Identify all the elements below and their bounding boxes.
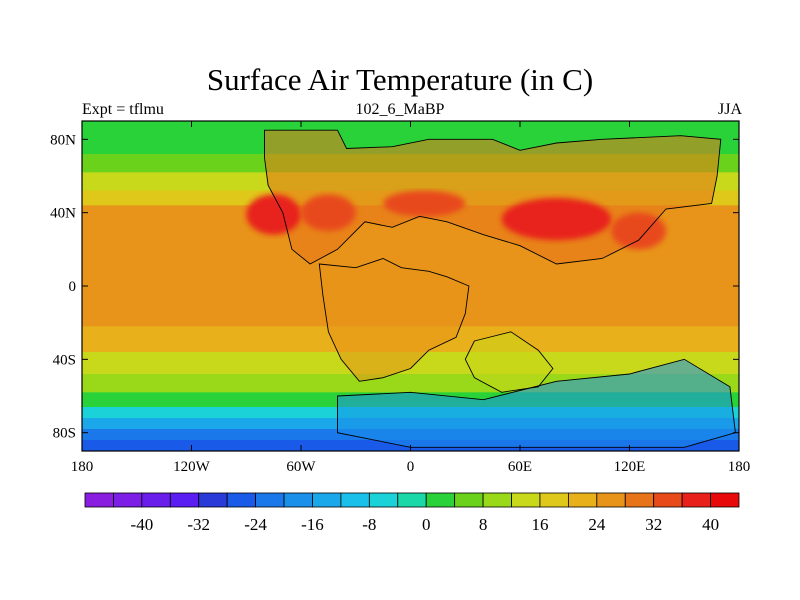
colorbar-swatch <box>283 492 313 508</box>
lat-tick-label: 0 <box>69 279 77 295</box>
colorbar-label: 40 <box>702 515 719 534</box>
lon-tick-label: 0 <box>407 459 415 475</box>
colorbar-swatch <box>312 492 342 508</box>
colorbar-swatch <box>368 492 399 508</box>
colorbar-swatch <box>113 492 143 508</box>
coastline-gondwana-east <box>464 331 554 393</box>
colorbar-swatch <box>340 492 370 508</box>
colorbar-swatch <box>198 492 228 508</box>
coastline-laurasia <box>264 129 722 265</box>
colorbar-swatch <box>141 492 171 508</box>
hot-spot-east-asia <box>611 212 666 250</box>
colorbar-swatch <box>710 492 740 508</box>
colorbar-label: 0 <box>422 515 431 534</box>
lat-tick-label: 40S <box>53 352 76 368</box>
hot-spot-north-america-west <box>246 194 301 235</box>
colorbar-swatch <box>539 492 569 508</box>
landmass-fill-antarctica <box>337 359 736 448</box>
colorbar-label: -16 <box>301 515 324 534</box>
colorbar-swatch <box>169 492 200 508</box>
colorbar-swatch <box>482 492 512 508</box>
temperature-field <box>82 121 739 451</box>
colorbar-label: -8 <box>362 515 376 534</box>
lon-tick-label: 120E <box>614 459 646 475</box>
lat-tick-label: 80N <box>50 132 76 148</box>
lon-tick-label: 60W <box>286 459 316 475</box>
map-title: Surface Air Temperature (in C) <box>206 62 594 97</box>
colorbar-label: 24 <box>588 515 606 534</box>
colorbar-label: -32 <box>187 515 210 534</box>
lon-tick-label: 120W <box>173 459 211 475</box>
map-axes: 180 120W 60W 0 60E 120E 180 80N 40N 0 40S 80S <box>50 121 750 475</box>
lat-tick-label: 40N <box>50 206 76 222</box>
colorbar-label: -40 <box>131 515 154 534</box>
colorbar-swatch <box>681 492 711 508</box>
colorbar-swatch <box>454 492 484 508</box>
time-period-label: 102_6_MaBP <box>355 101 445 118</box>
colorbar-swatch <box>596 492 626 508</box>
colorbar-swatch <box>226 492 257 508</box>
colorbar-swatch <box>624 492 655 508</box>
colorbar-label: 8 <box>479 515 488 534</box>
lon-tick-label: 180 <box>71 459 94 475</box>
lon-tick-label: 60E <box>508 459 532 475</box>
hot-spot-central-asia <box>501 198 612 241</box>
colorbar-swatch <box>255 492 285 508</box>
colorbar-label: 16 <box>531 515 548 534</box>
hot-spot-north-america-central <box>301 194 356 232</box>
colorbar-label: -24 <box>244 515 267 534</box>
landmass-fill-laurasia <box>264 130 721 264</box>
colorbar-swatch <box>425 492 456 508</box>
colorbar-swatch <box>567 492 598 508</box>
colorbar-swatch <box>397 492 427 508</box>
hot-spot-europe <box>383 190 466 217</box>
landmass-fill-gondwana-west <box>319 258 469 382</box>
lon-tick-label: 180 <box>728 459 751 475</box>
coastline-gondwana-west <box>318 258 470 382</box>
lat-tick-label: 80S <box>53 426 76 442</box>
colorbar-label: 32 <box>645 515 662 534</box>
landmass-fill-gondwana-east <box>465 331 553 393</box>
experiment-label: Expt = tflmu <box>82 101 164 118</box>
colorbar: -40 -32 -24 -16 -8 0 8 16 24 32 40 <box>84 492 740 534</box>
colorbar-swatch <box>511 492 541 508</box>
colorbar-swatch <box>84 492 114 508</box>
colorbar-swatch <box>653 492 683 508</box>
season-label: JJA <box>717 101 742 118</box>
